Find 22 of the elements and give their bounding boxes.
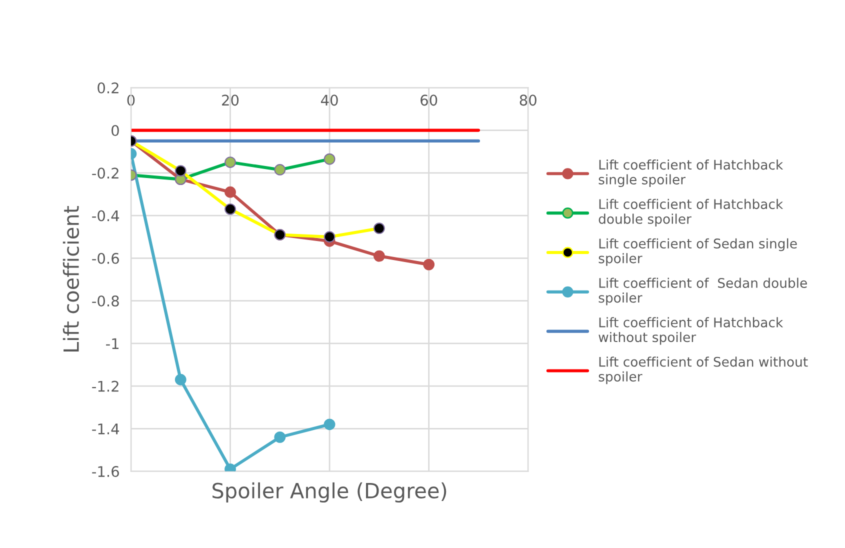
y-axis-title: Lift coefficient (62, 206, 80, 352)
y-tick-label: 0 (112, 125, 119, 136)
y-tick-label: -0.4 (92, 210, 120, 222)
x-tick-label: 40 (320, 94, 338, 106)
x-tick-label: 60 (420, 94, 438, 106)
y-tick-label: -0.8 (92, 296, 119, 307)
y-tick-label: -0.6 (92, 252, 119, 264)
legend-label: Lift coefficient of Hatchback double spoiler (598, 198, 784, 226)
x-tick-label: 80 (520, 94, 536, 106)
y-tick-label: -1.4 (92, 424, 120, 434)
legend-label: Lift coefficient of Sedan without spoiler (598, 356, 808, 384)
x-axis-title: Spoiler Angle (Degree) (212, 482, 446, 503)
legend-label: Lift coefficient of Hatchback without spoiler (598, 317, 784, 345)
y-tick-label: -1 (106, 338, 119, 349)
y-tick-label: -0.2 (92, 168, 118, 179)
x-tick-label: 20 (222, 94, 239, 106)
y-tick-label: -1.2 (92, 380, 118, 392)
y-tick-label: 0.2 (98, 82, 118, 94)
y-tick-label: -1.6 (92, 466, 119, 478)
legend-label: Lift coefficient of Hatchback single spoiler (598, 159, 784, 188)
legend-label: Lift coefficient of Sedan single spoiler (598, 238, 797, 266)
legend-label: Lift coefficient of Sedan double spoiler (598, 278, 807, 306)
